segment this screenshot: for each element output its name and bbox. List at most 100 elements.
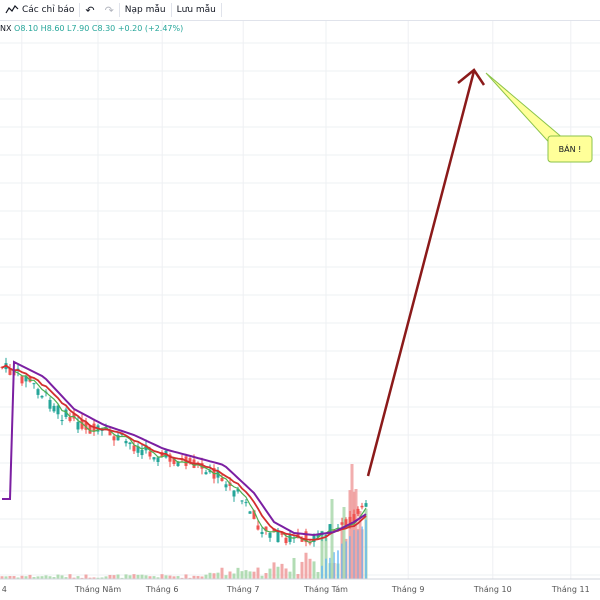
candle-body <box>276 530 280 543</box>
volume-bar <box>112 575 116 579</box>
volume-bar <box>100 577 104 579</box>
candle-body <box>76 421 80 430</box>
volume-bar <box>260 575 264 579</box>
load-template-button[interactable]: Nạp mẫu <box>124 5 166 15</box>
volume-bar <box>168 575 172 579</box>
volume-bar <box>228 571 232 579</box>
volume-bar <box>32 577 36 579</box>
close-value: C8.30 <box>91 24 116 33</box>
forecast-arrow <box>366 70 476 477</box>
candle-body <box>300 538 304 542</box>
volume-bar <box>84 574 88 579</box>
candle-body <box>348 516 352 525</box>
moving-average-red <box>1 364 367 541</box>
volume-bar <box>353 530 355 579</box>
redo-icon: ↷ <box>104 3 114 17</box>
volume-bar <box>216 572 220 579</box>
volume-bar <box>316 572 320 579</box>
candle-body <box>84 422 88 430</box>
candle-body <box>316 534 320 538</box>
volume-bar <box>60 575 64 579</box>
volume-bar <box>24 576 28 579</box>
candle-body <box>256 525 260 530</box>
x-axis-label: Tháng 11 <box>551 585 590 594</box>
candle-body <box>156 457 160 463</box>
candle-body <box>324 534 328 537</box>
undo-button[interactable]: ↶ <box>80 0 99 20</box>
redo-button[interactable]: ↷ <box>100 0 119 20</box>
volume-bar <box>96 577 100 579</box>
volume-bar <box>4 576 8 579</box>
candle-body <box>40 395 44 398</box>
volume-bar <box>268 568 272 579</box>
candle-body <box>8 367 12 375</box>
candle-body <box>264 526 268 531</box>
volume-bar <box>325 558 327 579</box>
volume-bar <box>124 574 128 579</box>
volume-bar <box>20 575 24 579</box>
candle-body <box>124 440 128 444</box>
volume-bar <box>48 576 52 579</box>
toolbar-divider <box>220 3 222 17</box>
volume-bar <box>357 530 359 579</box>
candle-body <box>68 416 72 421</box>
volume-bar <box>8 576 12 579</box>
candle-body <box>168 454 172 462</box>
volume-bar <box>224 575 228 579</box>
candle-body <box>268 532 272 538</box>
volume-bar <box>276 566 280 579</box>
candle-body <box>364 503 368 507</box>
candle-body <box>232 490 236 497</box>
volume-bars <box>0 464 368 579</box>
chart-toolbar: Các chỉ báo ↶ ↷ Nạp mẫu Lưu mẫu <box>0 0 600 21</box>
volume-bar <box>176 576 180 579</box>
volume-bar <box>108 574 112 579</box>
volume-bar <box>304 552 308 579</box>
save-template-button[interactable]: Lưu mẫu <box>176 5 216 15</box>
volume-bar <box>16 577 20 579</box>
x-axis-label: Tháng 6 <box>145 585 179 594</box>
volume-bar <box>341 543 343 579</box>
volume-bar <box>284 568 288 579</box>
volume-bar <box>160 574 164 579</box>
volume-bar <box>148 576 152 579</box>
x-axis-labels: 4 Tháng Năm Tháng 6 Tháng 7 Tháng Tám Tháng 9… <box>2 585 590 594</box>
volume-bar <box>72 577 76 579</box>
candle-body <box>108 430 112 436</box>
volume-bar <box>248 571 252 579</box>
volume-bar <box>92 577 96 579</box>
volume-bar <box>240 571 244 579</box>
candle-body <box>216 471 220 478</box>
forecast-arrowhead <box>457 68 486 86</box>
indicators-button[interactable]: Các chỉ báo <box>0 0 79 20</box>
toolbar-divider <box>170 3 172 17</box>
volume-bar <box>345 541 347 579</box>
volume-bar <box>40 576 44 579</box>
volume-bar <box>76 576 80 579</box>
volume-bar <box>132 574 136 579</box>
candlesticks <box>0 357 368 547</box>
x-axis-label: Tháng Năm <box>74 585 121 594</box>
open-value: O8.10 <box>14 24 39 33</box>
candle-body <box>20 376 24 384</box>
x-axis-label: Tháng 7 <box>226 585 260 594</box>
candle-body <box>152 457 156 460</box>
candle-body <box>208 470 212 473</box>
volume-bar <box>280 563 284 579</box>
volume-bar <box>329 557 331 579</box>
chart-grid <box>0 21 600 579</box>
volume-bar <box>136 574 140 579</box>
volume-bar <box>358 511 362 579</box>
indicators-icon <box>5 5 19 14</box>
price-chart[interactable]: BÁN ! 4 Tháng Năm Tháng 6 Tháng 7 Tháng Tám T… <box>0 21 600 600</box>
candle-body <box>244 502 248 504</box>
volume-bar <box>232 573 236 579</box>
candle-body <box>360 505 364 508</box>
undo-icon: ↶ <box>85 3 95 17</box>
candle-body <box>80 419 84 429</box>
candle-body <box>344 519 348 527</box>
volume-bar <box>68 574 72 579</box>
volume-bar <box>252 571 256 579</box>
candle-body <box>248 511 252 514</box>
volume-bar <box>300 561 304 579</box>
